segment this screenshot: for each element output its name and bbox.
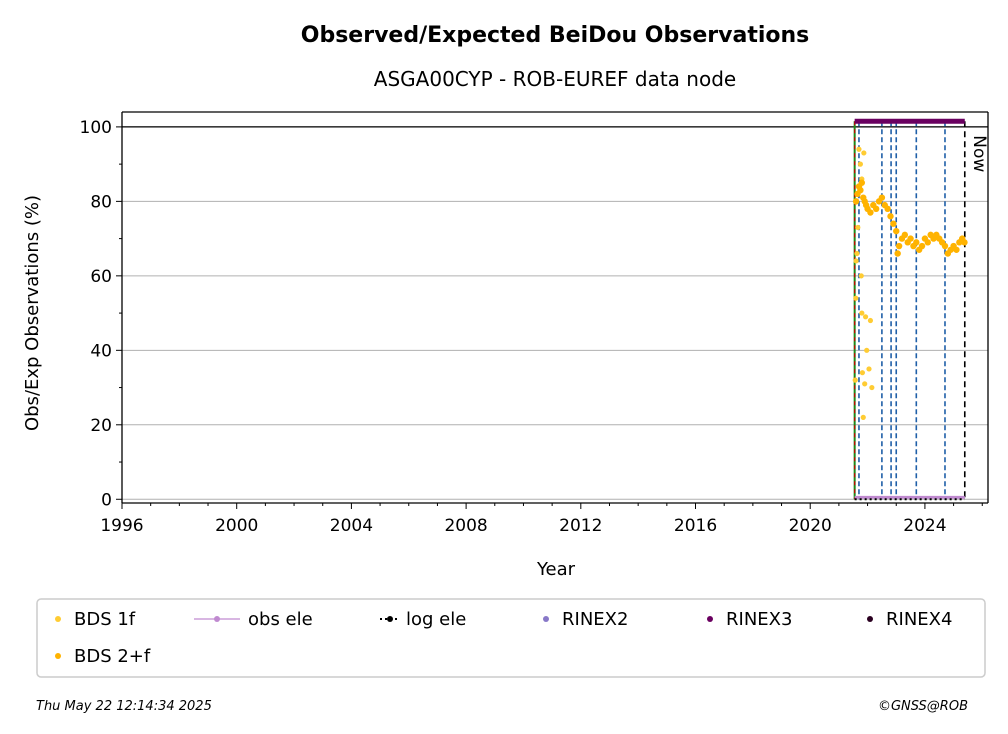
data-point bbox=[913, 239, 920, 246]
legend-label: BDS 1f bbox=[74, 609, 136, 630]
data-point bbox=[861, 150, 867, 156]
data-point bbox=[857, 187, 864, 194]
data-point bbox=[893, 227, 900, 235]
data-point bbox=[887, 213, 894, 220]
data-point bbox=[858, 273, 864, 279]
data-point bbox=[918, 242, 926, 250]
legend-label: RINEX2 bbox=[562, 609, 628, 630]
legend-box bbox=[36, 598, 986, 678]
data-point bbox=[859, 370, 866, 376]
data-point bbox=[853, 295, 859, 301]
x-tick-label: 2024 bbox=[903, 516, 946, 536]
data-point bbox=[858, 179, 866, 186]
footer-timestamp: Thu May 22 12:14:34 2025 bbox=[36, 699, 212, 714]
data-point bbox=[924, 239, 931, 246]
data-point bbox=[852, 377, 858, 383]
data-point bbox=[869, 384, 875, 391]
data-point bbox=[884, 205, 891, 213]
data-point bbox=[866, 366, 872, 372]
legend-marker-dot bbox=[387, 616, 393, 622]
legend-label: log ele bbox=[406, 609, 466, 630]
data-point bbox=[864, 347, 870, 353]
legend-marker-dot bbox=[55, 616, 61, 622]
legend-marker-dot bbox=[867, 616, 873, 622]
data-point bbox=[854, 250, 860, 257]
data-point bbox=[867, 317, 874, 324]
chart-subtitle: ASGA00CYP - ROB-EUREF data node bbox=[374, 67, 736, 91]
y-tick-label: 80 bbox=[90, 192, 112, 212]
x-tick-label: 2008 bbox=[444, 516, 487, 536]
data-point bbox=[878, 194, 886, 201]
y-tick-label: 60 bbox=[90, 267, 112, 287]
footer-credit: ©GNSS@ROB bbox=[878, 699, 968, 714]
x-tick-label: 2012 bbox=[559, 516, 602, 536]
data-point bbox=[852, 198, 860, 205]
data-point bbox=[856, 146, 862, 152]
x-tick-label: 2020 bbox=[789, 516, 832, 536]
legend-marker-dot bbox=[707, 616, 713, 622]
y-tick-label: 40 bbox=[90, 341, 112, 361]
data-point bbox=[894, 250, 901, 257]
data-point bbox=[855, 224, 861, 231]
data-point bbox=[941, 242, 949, 250]
plot-area: 0 20 40 60 80 100 1996 2000 2004 2008 2012 2016 2020… bbox=[80, 111, 989, 536]
data-point bbox=[859, 310, 865, 316]
data-point bbox=[862, 314, 869, 320]
legend-label: obs ele bbox=[248, 609, 313, 630]
data-point bbox=[907, 235, 914, 242]
data-point bbox=[901, 231, 909, 239]
x-tick-label: 2016 bbox=[674, 516, 717, 536]
chart-title: Observed/Expected BeiDou Observations bbox=[301, 23, 810, 48]
legend-label: RINEX4 bbox=[886, 609, 952, 630]
legend-label: BDS 2+f bbox=[74, 646, 151, 667]
legend-label: RINEX3 bbox=[726, 609, 792, 630]
y-tick-label: 100 bbox=[80, 118, 112, 138]
y-axis-label: Obs/Exp Observations (%) bbox=[22, 195, 43, 431]
x-tick-label: 2004 bbox=[330, 516, 373, 536]
x-tick-label: 2000 bbox=[215, 516, 258, 536]
now-label: Now bbox=[969, 135, 989, 172]
legend: BDS 1f obs ele log ele RINEX2 RINEX3 RINEX4 BD… bbox=[36, 598, 986, 678]
data-point bbox=[867, 209, 874, 216]
legend-marker-dot bbox=[214, 616, 220, 622]
data-point bbox=[895, 242, 903, 250]
data-point bbox=[890, 220, 897, 227]
x-tick-label: 1996 bbox=[100, 516, 143, 536]
y-tick-label: 0 bbox=[101, 490, 112, 510]
data-point bbox=[857, 161, 863, 167]
data-point bbox=[961, 239, 968, 246]
data-point bbox=[862, 381, 868, 387]
legend-marker-dot bbox=[543, 616, 549, 622]
legend-marker-dot bbox=[55, 653, 61, 659]
data-point bbox=[853, 258, 859, 264]
x-axis-label: Year bbox=[536, 559, 576, 580]
data-point bbox=[953, 246, 960, 253]
data-point bbox=[860, 414, 866, 420]
data-point bbox=[872, 205, 880, 213]
y-tick-label: 20 bbox=[90, 416, 112, 436]
